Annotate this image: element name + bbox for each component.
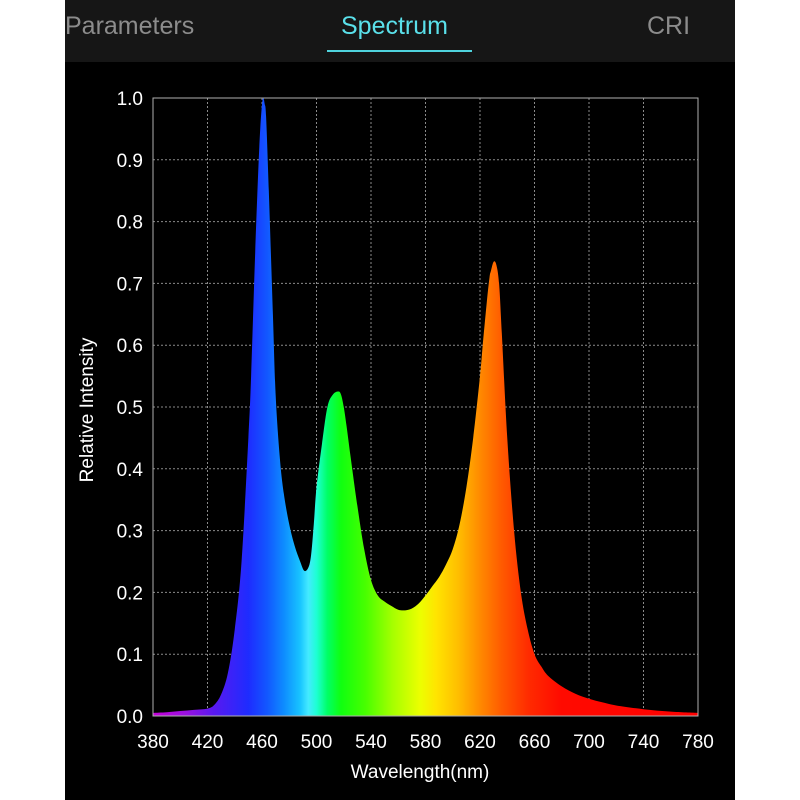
y-tick-label: 0.4: [117, 460, 144, 481]
x-tick-label: 620: [464, 732, 496, 753]
x-tick-label: 780: [682, 732, 714, 753]
y-tick-label: 0.7: [117, 274, 143, 295]
y-axis-title: Relative Intensity: [77, 337, 98, 482]
y-tick-label: 0.3: [117, 522, 143, 543]
tab-spectrum[interactable]: Spectrum: [341, 12, 448, 40]
x-tick-label: 380: [137, 732, 169, 753]
y-tick-labels: 0.0 0.1 0.2 0.3 0.4 0.5 0.6 0.7 0.8 0.9 1.0: [117, 89, 144, 728]
tab-bar: Parameters Spectrum CRI: [65, 0, 735, 62]
y-tick-label: 0.6: [117, 336, 143, 357]
x-tick-labels: 380 420 460 500 540 580 620 660 700 740 780: [137, 732, 714, 753]
x-axis-title: Wavelength(nm): [351, 762, 490, 783]
y-tick-label: 0.8: [117, 213, 143, 234]
x-tick-label: 540: [355, 732, 387, 753]
x-tick-label: 460: [246, 732, 278, 753]
tab-cri[interactable]: CRI: [647, 12, 691, 40]
phone-screen: Parameters Spectrum CRI: [65, 0, 735, 800]
x-tick-label: 500: [301, 732, 333, 753]
active-tab-indicator: [327, 50, 472, 52]
x-tick-label: 580: [410, 732, 442, 753]
x-tick-label: 420: [192, 732, 224, 753]
y-tick-label: 0.9: [117, 151, 143, 172]
y-tick-label: 0.5: [117, 398, 143, 419]
plot-frame: [152, 97, 699, 717]
spectrum-area: [153, 98, 698, 716]
y-tick-label: 1.0: [117, 89, 143, 110]
spectrum-chart: 0.0 0.1 0.2 0.3 0.4 0.5 0.6 0.7 0.8 0.9 1.0 380 420…: [77, 89, 714, 783]
y-tick-label: 0.1: [117, 645, 143, 666]
x-tick-label: 660: [519, 732, 551, 753]
x-tick-label: 700: [573, 732, 605, 753]
y-tick-label: 0.0: [117, 707, 143, 728]
tab-parameters[interactable]: Parameters: [65, 12, 195, 40]
x-tick-label: 740: [628, 732, 660, 753]
y-tick-label: 0.2: [117, 583, 143, 604]
